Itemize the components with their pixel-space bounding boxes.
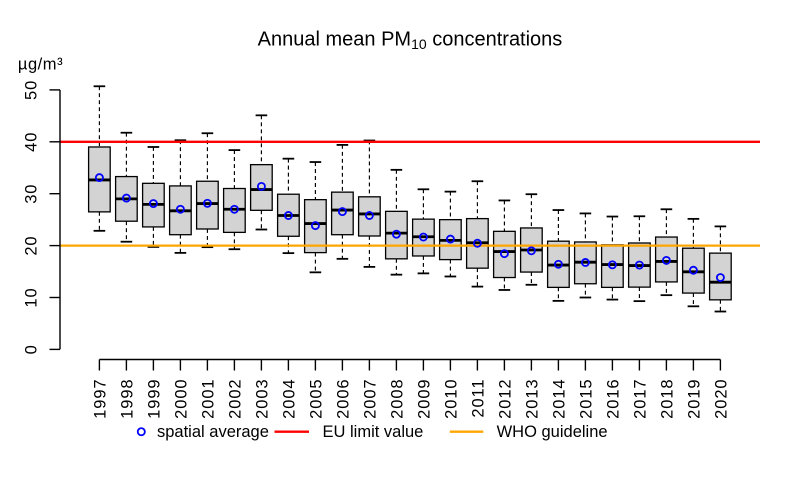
svg-text:50: 50 [23,80,41,100]
svg-text:spatial average: spatial average [157,423,269,441]
svg-text:2019: 2019 [686,379,704,419]
svg-text:2012: 2012 [497,379,515,419]
svg-text:1998: 1998 [119,379,137,419]
svg-text:40: 40 [23,132,41,152]
svg-text:1997: 1997 [92,379,110,419]
svg-text:2008: 2008 [389,379,407,419]
svg-text:µg/m³: µg/m³ [18,55,63,73]
svg-text:0: 0 [23,344,41,354]
svg-text:2005: 2005 [308,379,326,419]
svg-text:2014: 2014 [551,379,569,419]
svg-text:2009: 2009 [416,379,434,419]
svg-text:2015: 2015 [578,379,596,419]
svg-text:20: 20 [23,236,41,256]
svg-text:2020: 2020 [713,379,731,419]
svg-text:2017: 2017 [632,379,650,419]
svg-text:2004: 2004 [281,379,299,419]
svg-text:10: 10 [23,287,41,307]
svg-text:2002: 2002 [227,379,245,419]
svg-text:1999: 1999 [146,379,164,419]
svg-text:2011: 2011 [470,379,488,418]
svg-text:Annual mean PM10 concentration: Annual mean PM10 concentrations [258,29,563,52]
svg-text:30: 30 [23,184,41,204]
svg-text:2018: 2018 [659,379,677,419]
svg-text:2010: 2010 [443,379,461,419]
svg-text:2016: 2016 [605,379,623,419]
svg-text:2001: 2001 [200,379,218,419]
svg-text:WHO guideline: WHO guideline [497,423,608,441]
svg-text:2006: 2006 [335,379,353,419]
svg-text:2000: 2000 [173,379,191,419]
svg-text:EU limit value: EU limit value [323,423,424,441]
svg-text:2007: 2007 [362,379,380,419]
svg-text:2003: 2003 [254,379,272,419]
svg-text:2013: 2013 [524,379,542,419]
